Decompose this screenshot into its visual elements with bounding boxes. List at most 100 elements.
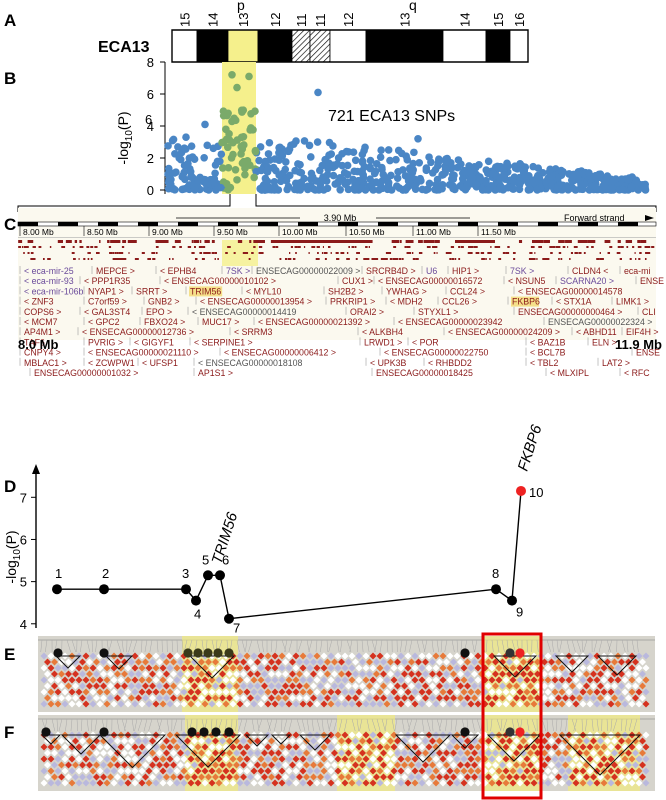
ld-cell	[418, 743, 426, 751]
ld-cell	[65, 670, 72, 678]
ruler-tick-label: 9.50 Mb	[217, 227, 248, 237]
ld-cell	[47, 652, 55, 660]
ld-cell	[117, 743, 125, 751]
snp-marker-link	[320, 639, 323, 653]
gene-feature	[513, 258, 516, 260]
gene-feature	[542, 258, 547, 260]
ld-cell	[513, 670, 520, 678]
ld-cell	[219, 694, 226, 702]
ld-cell	[362, 664, 370, 672]
gene-label: CCL24 >	[450, 286, 485, 296]
ruler-block	[618, 222, 638, 226]
fkbp6-gene-label: FKBP6	[515, 422, 546, 473]
ld-cell	[558, 676, 566, 684]
ld-cell	[296, 658, 303, 666]
snp-point	[216, 183, 225, 192]
snp-marker-link	[511, 718, 515, 732]
gene-feature	[122, 258, 126, 260]
ld-cell	[411, 755, 419, 763]
gene-feature	[356, 252, 360, 254]
ld-cell	[152, 652, 160, 660]
ld-cell	[607, 755, 615, 763]
snp-point	[168, 136, 177, 145]
gene-feature	[225, 252, 228, 254]
y-tick-label: 6	[147, 87, 154, 102]
region-end-label: 11.9 Mb	[615, 337, 662, 352]
ld-cell	[327, 743, 335, 751]
snp-marker-link	[496, 718, 502, 732]
snp-marker-link	[593, 639, 598, 653]
ld-cell	[642, 688, 650, 696]
snp-marker-link	[144, 639, 148, 653]
gene-feature	[637, 246, 642, 248]
ld-cell	[397, 700, 405, 708]
gene-feature	[617, 246, 621, 248]
snp-marker-link	[376, 718, 381, 732]
ld-cell	[184, 773, 191, 781]
ld-cell	[138, 755, 146, 763]
snp-point	[366, 156, 375, 165]
ld-cell	[107, 761, 114, 769]
gene-feature	[546, 258, 549, 260]
ld-cell	[121, 749, 128, 757]
gene-feature	[291, 246, 294, 248]
gene-label: < MLXIPL	[550, 368, 589, 378]
ld-cell	[502, 767, 510, 775]
snp-point	[358, 157, 367, 165]
snp-marker-link	[581, 639, 584, 653]
ld-cell	[474, 700, 482, 708]
gene-feature	[635, 258, 637, 260]
ld-cell	[639, 682, 646, 690]
ld-cell	[390, 767, 398, 775]
ld-cell	[191, 694, 198, 702]
ld-cell	[565, 767, 573, 775]
ld-cell	[369, 676, 377, 684]
ld-cell	[313, 755, 321, 763]
ld-cell	[54, 767, 62, 775]
snp-marker-link	[421, 718, 425, 732]
panel-label-d: D	[4, 477, 16, 496]
ld-cell	[474, 755, 482, 763]
ld-cell	[194, 779, 202, 787]
gene-feature	[536, 240, 541, 243]
ld-cell	[44, 694, 51, 702]
ruler-block	[458, 222, 478, 226]
ld-cell	[250, 676, 258, 684]
ld-cell	[488, 779, 496, 787]
ld-cell	[432, 652, 440, 660]
ld-cell	[492, 658, 499, 666]
ld-cell	[268, 749, 275, 757]
ld-cell	[271, 700, 279, 708]
ld-cell	[593, 755, 601, 763]
gene-feature	[214, 258, 216, 260]
ld-cell	[44, 761, 51, 769]
ld-cell	[131, 700, 139, 708]
ld-cell	[240, 670, 247, 678]
ld-cell	[82, 779, 90, 787]
ld-cell	[334, 664, 342, 672]
snp-point	[209, 144, 218, 153]
snp-point	[284, 147, 293, 156]
snp-marker-link	[391, 718, 395, 732]
gene-feature	[512, 252, 516, 254]
gene-feature	[251, 252, 254, 254]
ld-cell	[523, 676, 531, 684]
ld-cell	[170, 658, 177, 666]
ld-cell	[621, 700, 629, 708]
ld-cell	[464, 773, 471, 781]
ld-cell	[79, 694, 86, 702]
ld-cell	[334, 688, 342, 696]
ld-cell	[635, 779, 643, 787]
ld-cell	[611, 749, 618, 757]
ld-cell	[555, 737, 562, 745]
gene-feature	[425, 240, 432, 243]
ld-cell	[502, 700, 510, 708]
gene-label: < ENSECAG00000022750	[384, 348, 489, 358]
snp-marker-link	[256, 639, 261, 653]
snp-point	[233, 176, 241, 184]
snp-marker-link	[606, 639, 611, 653]
ld-cell	[446, 700, 454, 708]
ld-cell	[282, 658, 289, 666]
ld-cell	[635, 652, 643, 660]
